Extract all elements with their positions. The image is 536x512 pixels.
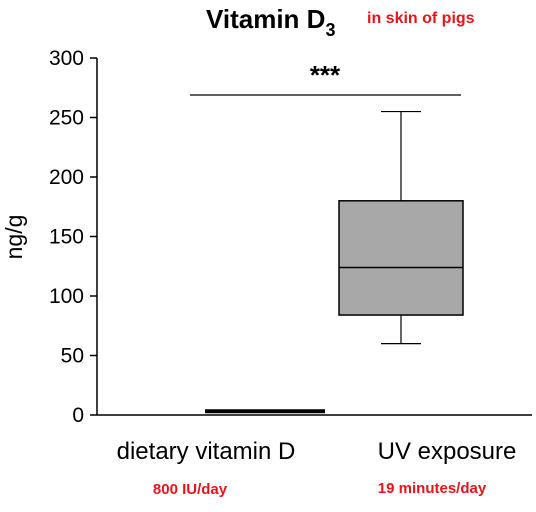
box-iqr [338, 200, 464, 316]
y-tick-label: 100 [49, 285, 84, 308]
chart-title-main: Vitamin D [206, 4, 325, 34]
boxes [205, 110, 464, 414]
box-collapsed [205, 409, 325, 414]
category-note-dietary: 800 IU/day [153, 481, 228, 498]
y-tick-label: 0 [72, 404, 84, 427]
y-tick-label: 300 [49, 47, 84, 70]
y-axis-label: ng/g [1, 215, 27, 260]
significance-label: *** [310, 60, 341, 90]
y-tick-label: 150 [49, 226, 84, 249]
y-tick-label: 200 [49, 166, 84, 189]
y-ticks: 0 50 100 150 200 250 300 [49, 47, 97, 427]
category-label-dietary: dietary vitamin D [117, 438, 296, 465]
y-tick-label: 250 [49, 107, 84, 130]
category-note-uv: 19 minutes/day [378, 480, 487, 497]
chart-title: Vitamin D3 [206, 4, 335, 40]
chart-title-subscript: 3 [325, 20, 335, 40]
category-label-uv: UV exposure [378, 438, 517, 465]
y-tick-label: 50 [61, 345, 84, 368]
chart-subtitle: in skin of pigs [367, 10, 475, 27]
